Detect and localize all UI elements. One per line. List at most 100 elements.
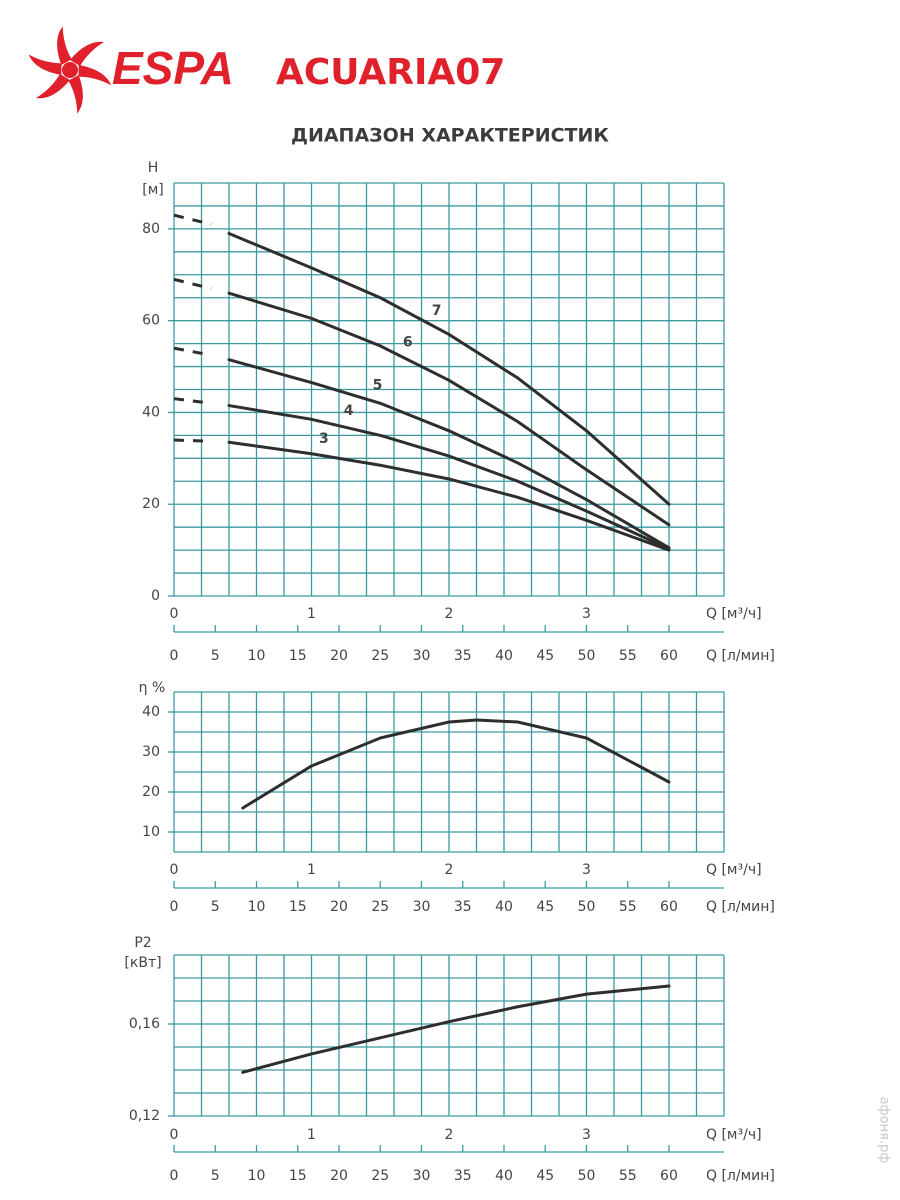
y-axis-unit: [кВт]: [124, 955, 161, 971]
x-tick-label: 1: [307, 606, 316, 622]
x-tick-label: 3: [582, 862, 591, 878]
y-tick-label: 10: [142, 824, 160, 840]
x2-tick-label: 20: [330, 1168, 348, 1184]
x2-tick-label: 0: [170, 648, 179, 664]
x-tick-label: 2: [445, 1127, 454, 1143]
x-tick-label: 3: [582, 606, 591, 622]
x2-tick-label: 25: [371, 648, 389, 664]
y-tick-label: 20: [142, 496, 160, 512]
logo-hub: [62, 62, 78, 78]
x2-tick-label: 5: [211, 648, 220, 664]
x-axis-label: Q [м³/ч]: [706, 1127, 762, 1143]
logo-blade: [28, 54, 62, 75]
x2-tick-label: 35: [454, 1168, 472, 1184]
x2-tick-label: 60: [660, 899, 678, 915]
x2-tick-label: 0: [170, 1168, 179, 1184]
x2-tick-label: 35: [454, 899, 472, 915]
curve-label: 5: [373, 377, 383, 393]
logo-icon: [28, 26, 112, 114]
x-tick-label: 1: [307, 1127, 316, 1143]
y-tick-label: 30: [142, 744, 160, 760]
curve: [241, 984, 671, 1074]
x2-axis-label: Q [л/мин]: [706, 1168, 775, 1184]
y-axis-label: P2: [134, 935, 151, 951]
x2-tick-label: 10: [248, 899, 266, 915]
y-tick-label: 80: [142, 221, 160, 237]
y-tick-label: 0: [151, 588, 160, 604]
model: ACUARIA07: [276, 52, 505, 93]
x2-tick-label: 50: [578, 1168, 596, 1184]
x2-tick-label: 30: [413, 648, 431, 664]
x2-tick-label: 60: [660, 648, 678, 664]
x2-axis-label: Q [л/мин]: [706, 648, 775, 664]
curve: [227, 291, 671, 527]
x2-tick-label: 55: [619, 899, 637, 915]
x2-tick-label: 15: [289, 1168, 307, 1184]
y-tick-label: 20: [142, 784, 160, 800]
x2-axis-label: Q [л/мин]: [706, 899, 775, 915]
x2-tick-label: 45: [536, 1168, 554, 1184]
brand: ESPA: [112, 42, 234, 94]
x-axis-label: Q [м³/ч]: [706, 606, 762, 622]
logo-blade: [70, 41, 104, 66]
y-tick-label: 40: [142, 704, 160, 720]
y-tick-label: 60: [142, 313, 160, 329]
x-tick-label: 0: [170, 862, 179, 878]
x2-tick-label: 25: [371, 1168, 389, 1184]
y-axis-unit: [м]: [142, 182, 164, 198]
y-tick-label: 0,16: [129, 1016, 160, 1032]
x-tick-label: 3: [582, 1127, 591, 1143]
curve: [227, 358, 671, 550]
y-tick-label: 40: [142, 404, 160, 420]
x-tick-label: 2: [445, 606, 454, 622]
logo-blade: [68, 75, 83, 114]
curve-extension: [173, 346, 212, 357]
x2-tick-label: 35: [454, 648, 472, 664]
logo-blade: [57, 26, 72, 65]
x2-tick-label: 45: [536, 648, 554, 664]
x2-tick-label: 5: [211, 899, 220, 915]
x2-tick-label: 45: [536, 899, 554, 915]
x2-tick-label: 15: [289, 648, 307, 664]
x-tick-label: 1: [307, 862, 316, 878]
x2-tick-label: 5: [211, 1168, 220, 1184]
curve-label: 3: [319, 431, 329, 447]
logo-blade: [36, 74, 70, 99]
curve-label: 4: [344, 403, 354, 419]
x-axis-label: Q [м³/ч]: [706, 862, 762, 878]
x2-tick-label: 10: [248, 1168, 266, 1184]
x2-tick-label: 10: [248, 648, 266, 664]
curve-extension: [173, 277, 212, 291]
x2-tick-label: 20: [330, 648, 348, 664]
x2-tick-label: 25: [371, 899, 389, 915]
curve: [227, 231, 671, 506]
x-tick-label: 0: [170, 1127, 179, 1143]
x-tick-label: 2: [445, 862, 454, 878]
x2-tick-label: 50: [578, 648, 596, 664]
curve: [241, 718, 671, 810]
logo-blade: [78, 65, 112, 86]
x2-tick-label: 55: [619, 648, 637, 664]
x2-tick-label: 50: [578, 899, 596, 915]
x2-tick-label: 40: [495, 648, 513, 664]
x2-tick-label: 20: [330, 899, 348, 915]
curve-extension: [173, 397, 212, 405]
y-axis-label: η %: [139, 680, 166, 696]
page-title: ДИАПАЗОН ХАРАКТЕРИСТИК: [291, 125, 609, 147]
curve-extension: [173, 438, 212, 443]
x-tick-label: 0: [170, 606, 179, 622]
curve: [227, 404, 671, 551]
x2-tick-label: 60: [660, 1168, 678, 1184]
curve-label: 6: [403, 335, 413, 351]
x2-tick-label: 15: [289, 899, 307, 915]
x2-tick-label: 0: [170, 899, 179, 915]
y-axis-label: H: [148, 160, 159, 176]
x2-tick-label: 30: [413, 1168, 431, 1184]
y-tick-label: 0,12: [129, 1108, 160, 1124]
x2-tick-label: 55: [619, 1168, 637, 1184]
x2-tick-label: 40: [495, 899, 513, 915]
curve-extension: [173, 213, 212, 226]
watermark: афоня.рф: [877, 1097, 892, 1164]
curve-label: 7: [432, 303, 442, 319]
